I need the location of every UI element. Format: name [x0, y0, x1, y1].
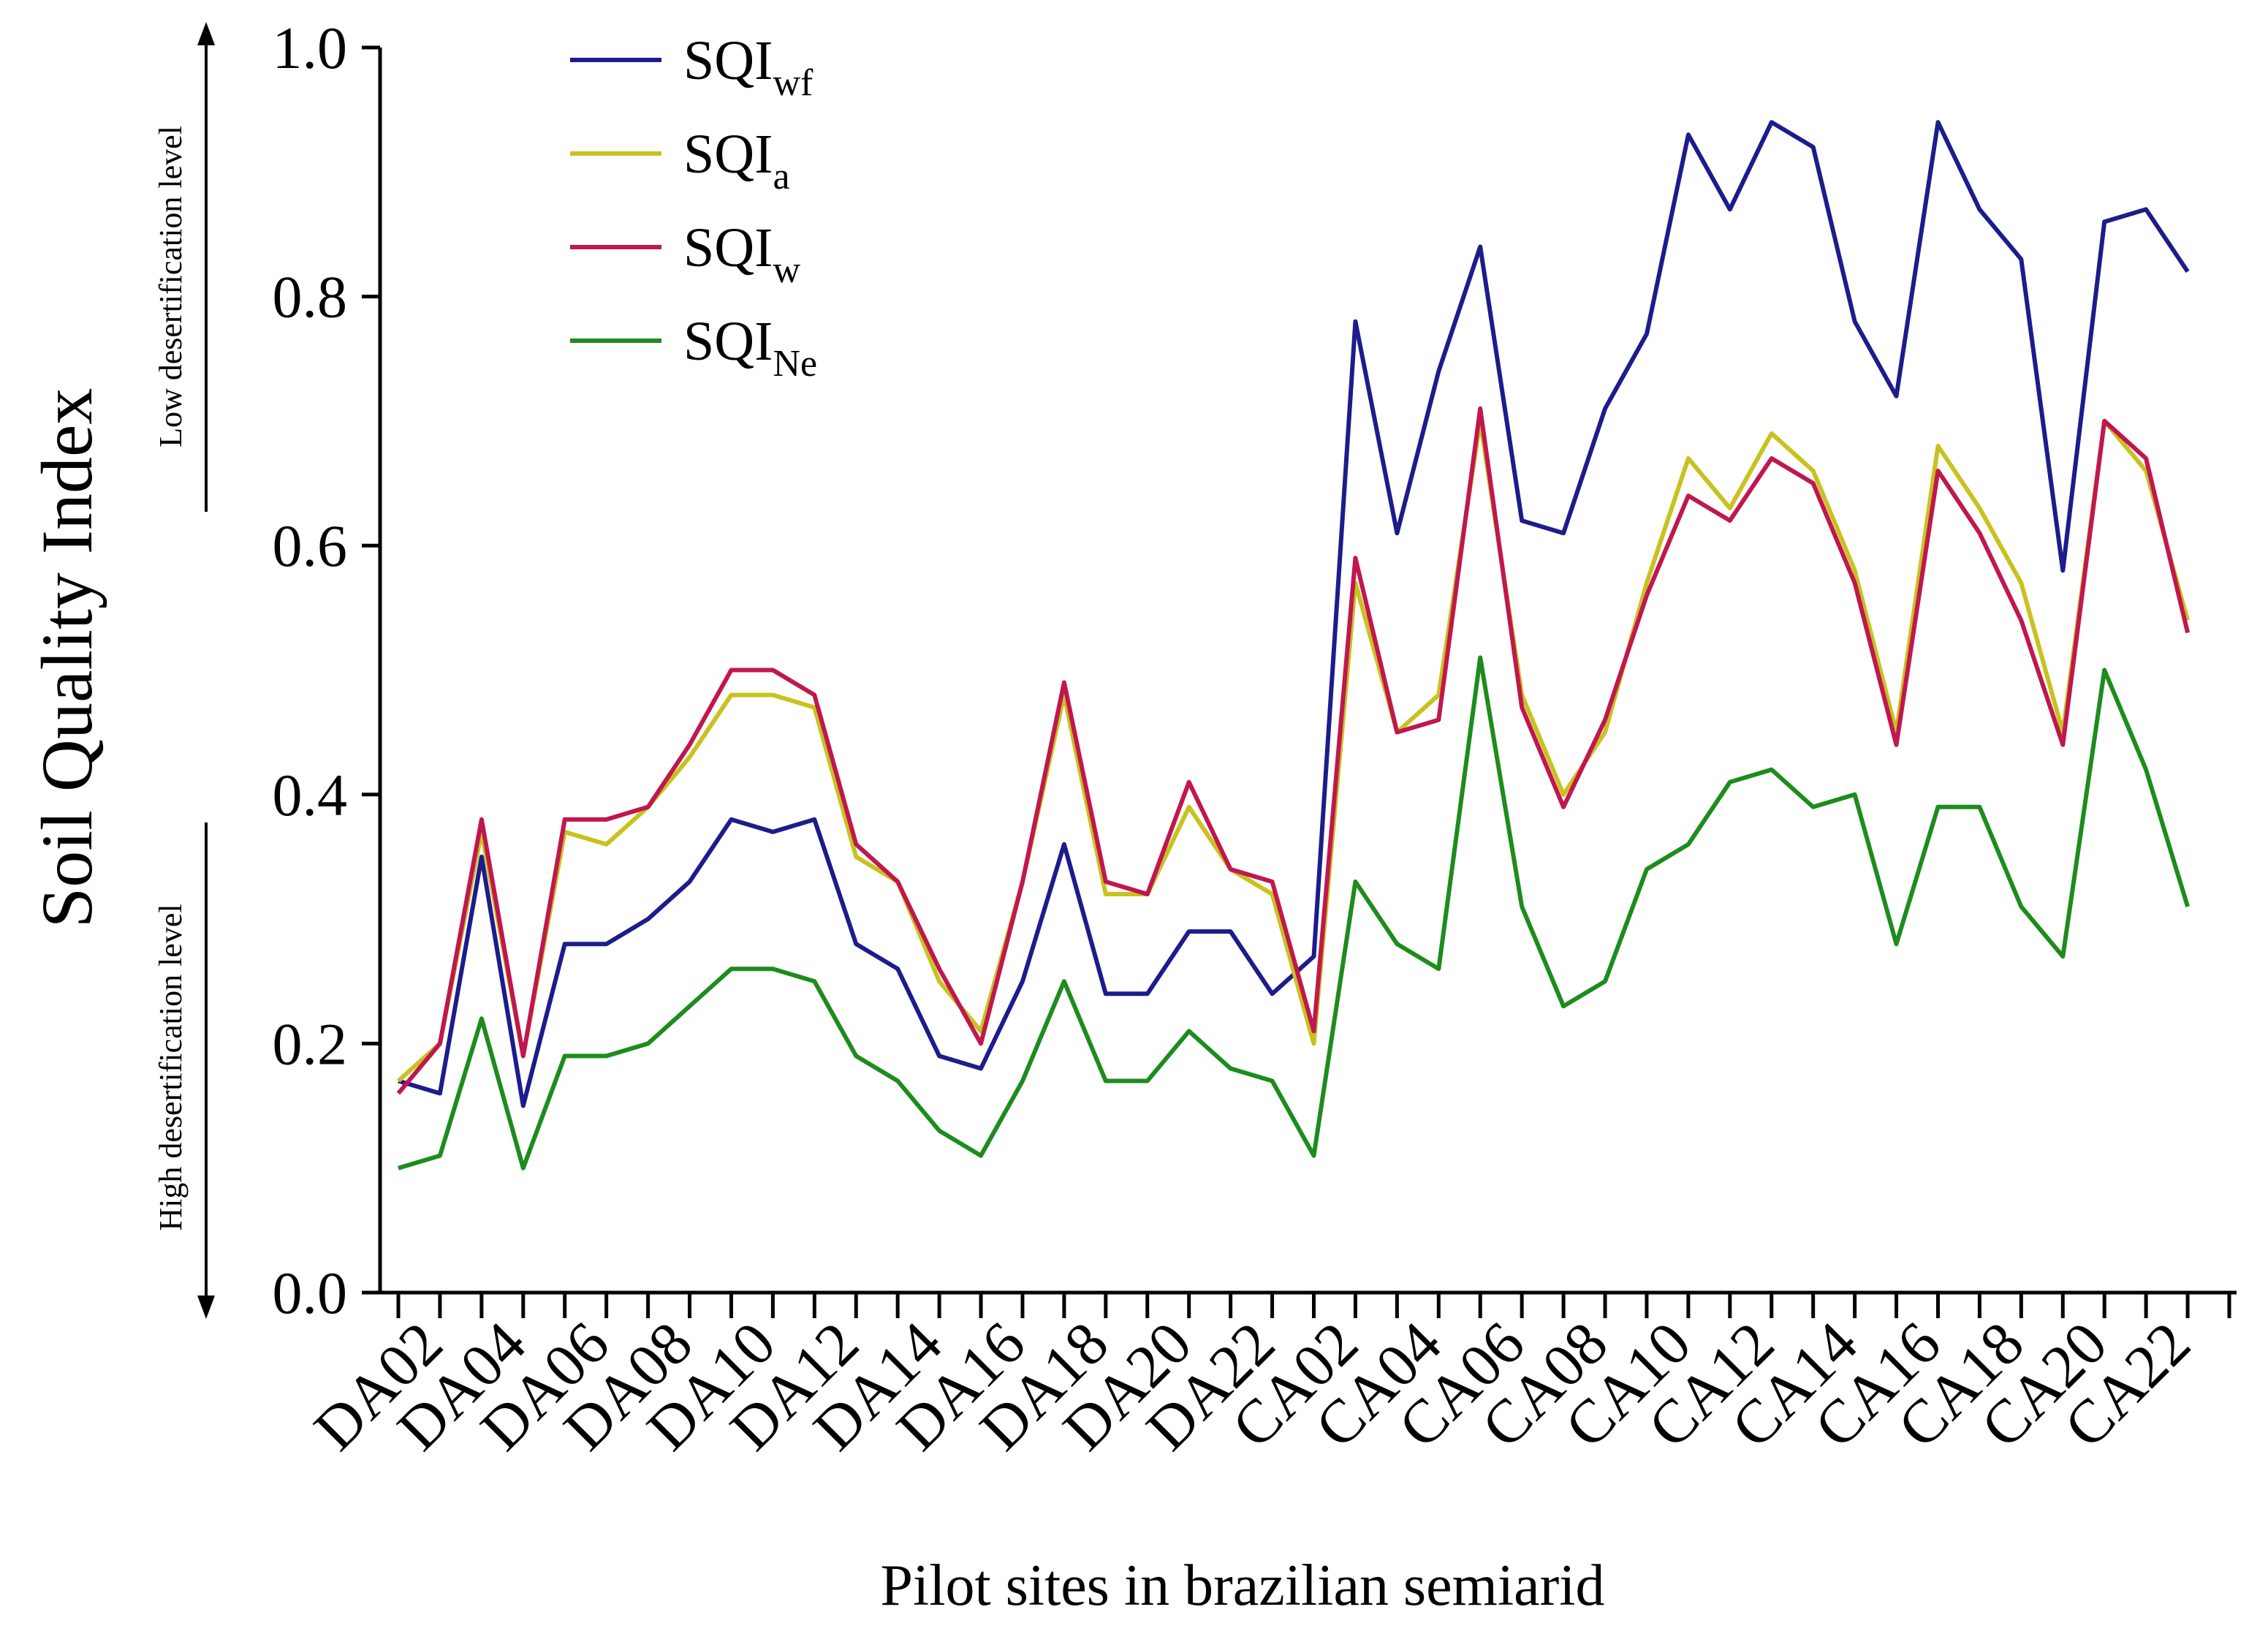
legend-subscript: w [773, 249, 800, 291]
y-tick-label: 0.6 [273, 512, 348, 579]
series-line-sqi-a [396, 418, 2190, 1083]
series-lines [396, 120, 2191, 1170]
desertification-annotations: Low desertification level High desertifi… [153, 22, 215, 1319]
high-desertification-label: High desertification level [153, 904, 189, 1230]
legend-subscript: a [773, 156, 789, 197]
legend-label: SQIa [683, 124, 790, 197]
axes [378, 48, 2237, 1295]
legend: SQIwf SQIa SQIw SQINe [570, 30, 817, 385]
legend-label: SQIwf [683, 30, 813, 104]
series-line-sqi-ne [398, 655, 2190, 1170]
legend-subscript: Ne [773, 343, 817, 385]
legend-label: SQIw [683, 217, 800, 291]
legend-subscript: wf [773, 62, 813, 104]
y-tick-label: 0.2 [273, 1010, 348, 1077]
y-axis-ticks: 0.0 0.2 0.4 0.6 0.8 1.0 [273, 15, 380, 1326]
y-tick-label: 1.0 [273, 15, 348, 81]
down-arrowhead-icon [197, 1296, 215, 1319]
y-tick-label: 0.0 [273, 1260, 348, 1326]
y-tick-label: 0.8 [273, 264, 348, 330]
legend-label: SQINe [683, 311, 817, 385]
x-axis-title: Pilot sites in brazilian semiarid [881, 1554, 1605, 1618]
y-tick-label: 0.4 [273, 762, 348, 828]
up-arrowhead-icon [197, 22, 215, 45]
series-line-sqi-w [396, 406, 2191, 1095]
low-desertification-label: Low desertification level [153, 126, 189, 447]
x-axis-ticks: DA02DA04DA06DA08DA10DA12DA14DA16DA18DA20… [301, 1293, 2231, 1464]
y-axis-title: Soil Quality Index [26, 388, 107, 928]
